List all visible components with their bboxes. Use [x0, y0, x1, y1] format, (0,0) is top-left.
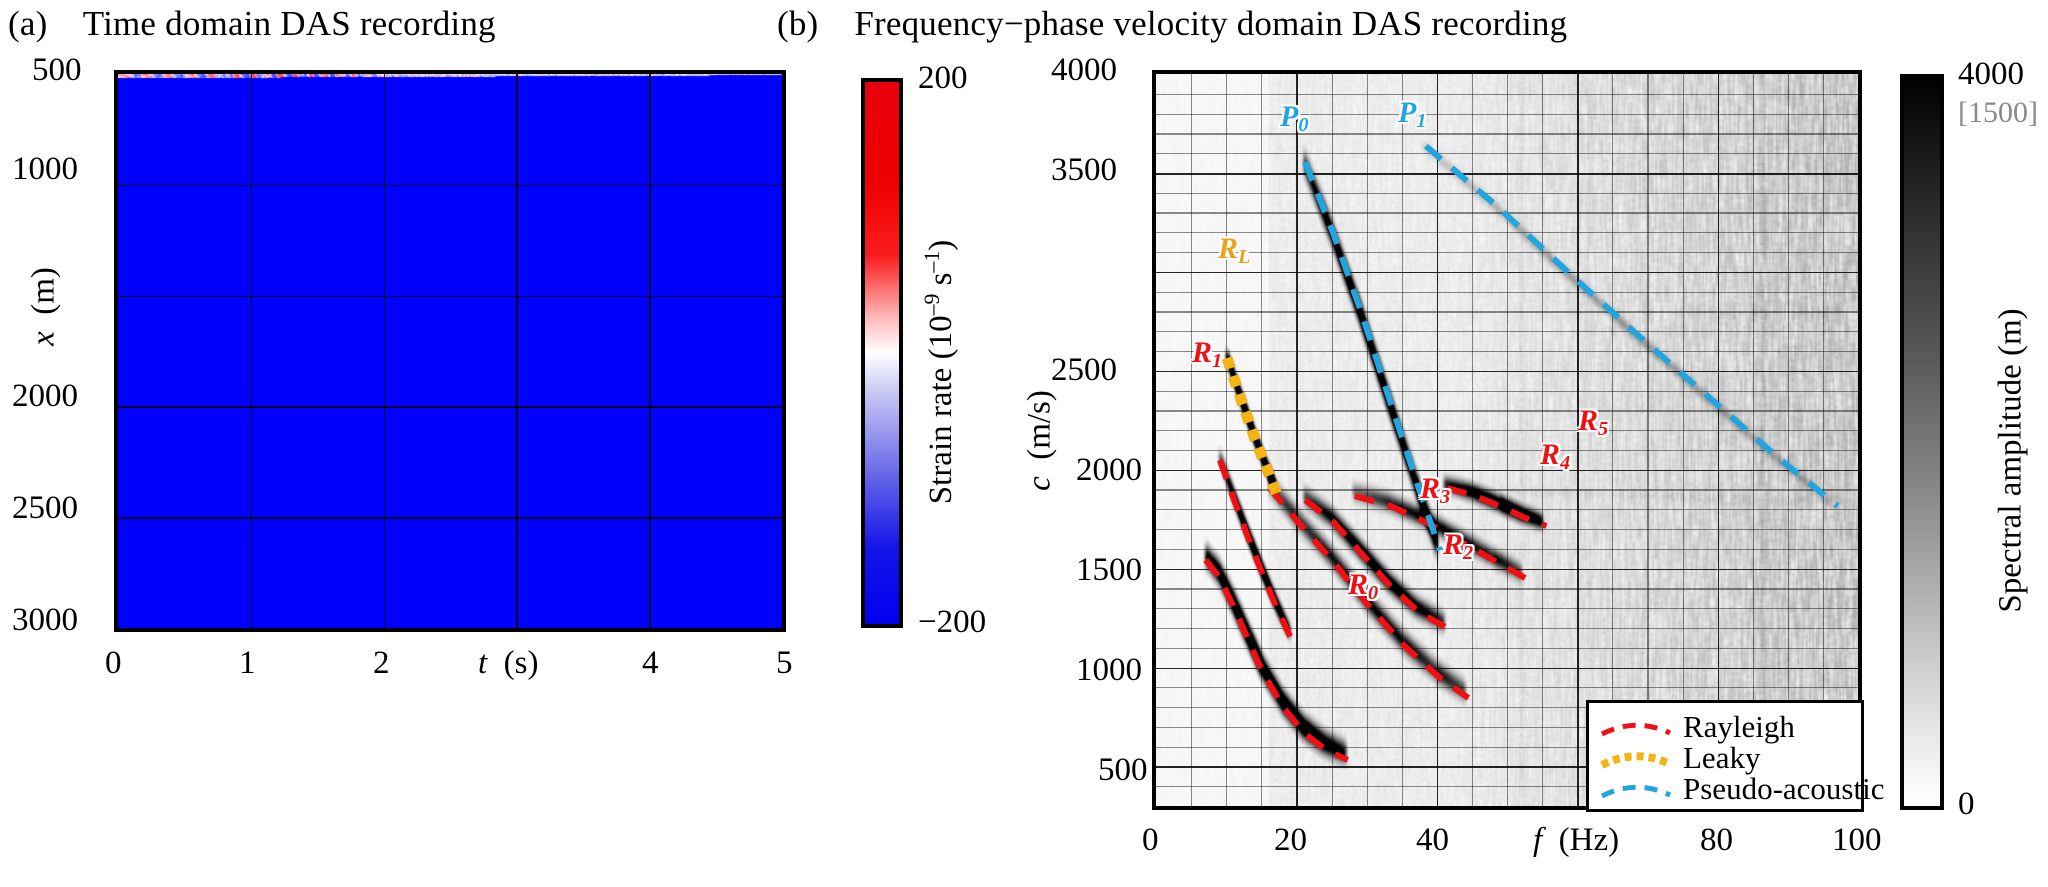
curve-label-subscript: L — [1238, 246, 1251, 269]
legend-item-leaky: Leaky — [1599, 742, 1847, 773]
panel-a-xtick-1: 1 — [239, 645, 256, 681]
panel-a-ytick-2000: 2000 — [12, 378, 78, 414]
panel-b-ytick-2500: 2500 — [1051, 352, 1117, 388]
panel-b-xtick-20: 20 — [1274, 822, 1307, 858]
curve-label-symbol: P — [1280, 100, 1299, 133]
strain-colorbar-max-label: 200 — [918, 60, 968, 96]
strain-colorbar-exp2: –1 — [920, 250, 944, 273]
spectral-colorbar-title: Spectral amplitude (m) — [1992, 308, 2029, 613]
legend-swatch-rayleigh — [1600, 722, 1672, 736]
fk-dispersion-heatmap — [1156, 74, 1858, 806]
strain-colorbar-exp1: –9 — [920, 293, 944, 316]
curve-label-symbol: P — [1398, 96, 1417, 129]
panel-b-tag: (b) — [777, 4, 819, 43]
strain-colorbar-title: Strain rate (10–9 s–1) — [920, 132, 960, 612]
legend-label: Pseudo-acoustic — [1683, 771, 1885, 806]
panel-b-xtick-0: 0 — [1142, 822, 1159, 858]
curve-label-R5: R5 — [1578, 404, 1608, 441]
panel-a-xaxis-unit: (s) — [503, 645, 539, 681]
panel-a-xtick-4: 4 — [642, 645, 659, 681]
curve-label-R2: R2 — [1443, 528, 1473, 565]
curve-label-subscript: 4 — [1560, 452, 1571, 475]
curve-label-subscript: 2 — [1463, 542, 1474, 565]
panel-b-yaxis-symbol: c — [1021, 476, 1058, 491]
curve-label-R4: R4 — [1540, 438, 1570, 475]
panel-a-xtick-5: 5 — [776, 645, 793, 681]
panel-b-ytick-1500: 1500 — [1076, 552, 1142, 588]
curve-label-P0: P0 — [1280, 100, 1309, 137]
panel-a-ytick-2500: 2500 — [12, 490, 78, 526]
panel-a-xaxis-title: t (s) — [478, 645, 539, 682]
panel-a-ytick-3000: 3000 — [12, 602, 78, 638]
panel-b-ytick-500: 500 — [1098, 752, 1148, 788]
panel-a-xtick-0: 0 — [105, 645, 122, 681]
strain-colorbar-title-main: Strain rate — [923, 367, 959, 505]
curve-label-symbol: R — [1540, 438, 1561, 471]
legend-label: Leaky — [1683, 740, 1761, 775]
spectral-amplitude-colorbar — [1900, 74, 1944, 810]
curve-label-subscript: 0 — [1298, 114, 1309, 137]
mode-legend: Rayleigh Leaky Pseudo-acoustic — [1586, 700, 1884, 812]
panel-a-title-text: Time domain DAS recording — [82, 4, 496, 43]
panel-a-xtick-2: 2 — [373, 645, 390, 681]
curve-label-subscript: 0 — [1368, 582, 1379, 605]
curve-label-symbol: R — [1443, 528, 1464, 561]
panel-b-plot-area — [1152, 70, 1862, 810]
panel-b-yaxis-title: c (m/s) — [1022, 361, 1059, 521]
panel-b-ytick-1000: 1000 — [1076, 652, 1142, 688]
panel-a-ytick-500: 500 — [32, 52, 82, 88]
strain-colorbar-unit-open: (10 — [923, 315, 959, 360]
curve-label-subscript: 1 — [1212, 350, 1223, 373]
curve-label-R0: R0 — [1348, 568, 1378, 605]
panel-b-xaxis-symbol: f — [1533, 822, 1543, 858]
strain-colorbar-unit2: s — [923, 272, 959, 294]
legend-item-pseudo-acoustic: Pseudo-acoustic — [1599, 773, 1884, 804]
panel-b-title-text: Frequency−phase velocity domain DAS reco… — [854, 4, 1568, 43]
legend-item-rayleigh: Rayleigh — [1599, 711, 1847, 742]
panel-b-xaxis-unit: (Hz) — [1558, 822, 1620, 858]
curve-label-P1: P1 — [1398, 96, 1427, 133]
curve-label-subscript: 1 — [1416, 110, 1427, 133]
curve-label-subscript: 5 — [1598, 418, 1609, 441]
curve-label-subscript: 3 — [1440, 486, 1451, 509]
panel-b-title: (b) Frequency−phase velocity domain DAS … — [777, 4, 1567, 44]
panel-b-xaxis-title: f (Hz) — [1533, 822, 1619, 859]
spectral-colorbar-max-label: 4000 — [1958, 56, 2024, 92]
legend-swatch-pseudo-acoustic — [1600, 784, 1672, 798]
spectral-colorbar-max-sublabel: [1500] — [1958, 96, 2038, 129]
curve-label-R1: R1 — [1192, 336, 1222, 373]
panel-a-tag: (a) — [8, 4, 48, 43]
strain-colorbar-close: ) — [923, 239, 959, 251]
panel-b-ytick-2000: 2000 — [1076, 452, 1142, 488]
panel-b-ytick-3500: 3500 — [1051, 152, 1117, 188]
curve-label-symbol: R — [1218, 232, 1239, 265]
spectral-colorbar-min-label: 0 — [1958, 786, 1975, 822]
panel-b-ytick-4000: 4000 — [1051, 52, 1117, 88]
panel-b-xtick-100: 100 — [1832, 822, 1882, 858]
curve-label-symbol: R — [1578, 404, 1599, 437]
panel-b-xtick-80: 80 — [1700, 822, 1733, 858]
strain-colorbar-min-label: −200 — [918, 604, 987, 640]
curve-label-symbol: R — [1192, 336, 1213, 369]
panel-a-yaxis-symbol: x — [25, 331, 62, 346]
legend-label: Rayleigh — [1683, 709, 1795, 744]
panel-a-yaxis-unit: (m) — [25, 267, 62, 315]
panel-b-yaxis-unit: (m/s) — [1021, 390, 1058, 460]
panel-a-xaxis-symbol: t — [478, 645, 488, 681]
time-domain-das-heatmap — [118, 74, 782, 628]
legend-swatch-leaky — [1600, 751, 1672, 769]
panel-a-yaxis-title: x (m) — [26, 247, 63, 367]
panel-b-xtick-40: 40 — [1416, 822, 1449, 858]
panel-a-plot-area — [114, 70, 786, 632]
curve-label-symbol: R — [1348, 568, 1369, 601]
curve-label-symbol: R — [1420, 472, 1441, 505]
strain-rate-colorbar — [861, 78, 903, 628]
curve-label-R3: R3 — [1420, 472, 1450, 509]
curve-label-RL: RL — [1218, 232, 1250, 269]
panel-a-title: (a) Time domain DAS recording — [8, 4, 496, 44]
panel-a-ytick-1000: 1000 — [12, 151, 78, 187]
